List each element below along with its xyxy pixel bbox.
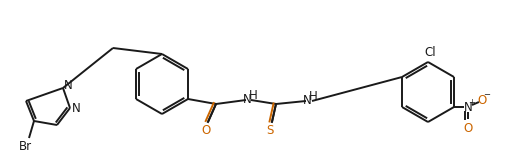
Text: N: N (72, 102, 80, 115)
Text: +: + (468, 98, 475, 107)
Text: S: S (266, 125, 273, 137)
Text: O: O (477, 94, 486, 107)
Text: N: N (64, 78, 72, 92)
Text: −: − (484, 91, 491, 100)
Text: Br: Br (19, 139, 31, 152)
Text: H: H (249, 89, 258, 102)
Text: O: O (201, 125, 211, 137)
Text: N: N (243, 93, 251, 106)
Text: Cl: Cl (424, 45, 436, 58)
Text: N: N (303, 94, 311, 107)
Text: H: H (309, 90, 318, 103)
Text: O: O (464, 122, 473, 134)
Text: N: N (464, 101, 473, 114)
